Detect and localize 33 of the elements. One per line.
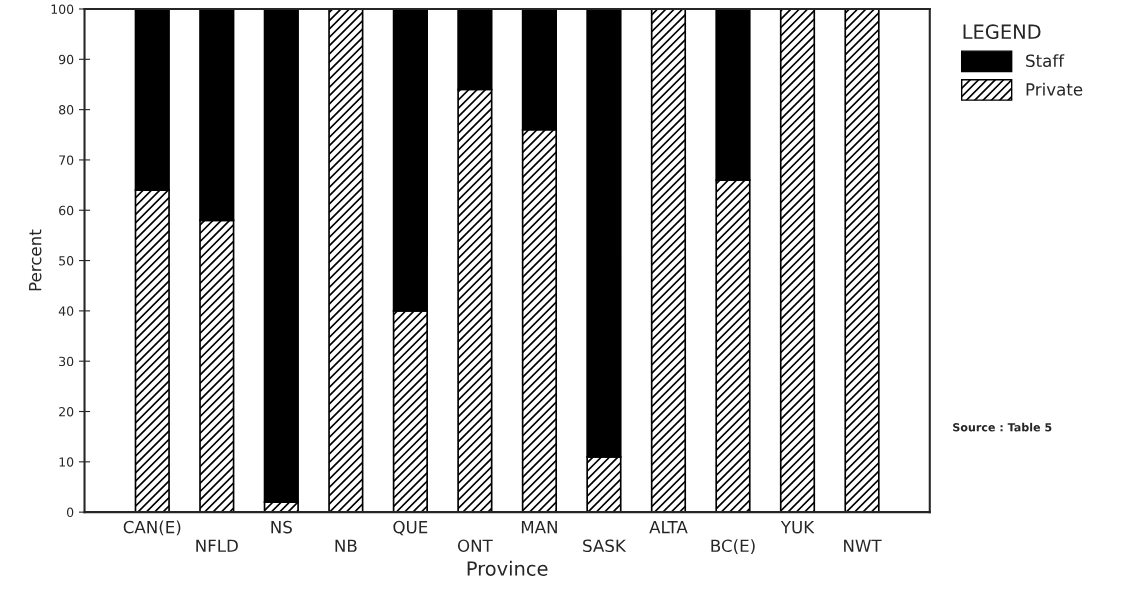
y-tick-label: 90 <box>58 54 74 65</box>
y-tick-label: 40 <box>58 306 74 316</box>
x-tick-label: YUK <box>780 520 815 534</box>
y-tick-label: 0 <box>66 507 74 518</box>
bar <box>650 8 687 513</box>
x-tick-label: SASK <box>583 539 627 553</box>
x-tick-label: MAN <box>521 520 557 534</box>
y-axis-title: Percent <box>29 229 42 291</box>
y-tick-label: 60 <box>59 205 74 216</box>
legend-label: Staff <box>1026 54 1065 68</box>
x-tick-label: NS <box>271 520 292 534</box>
x-tick-label: QUE <box>393 520 428 536</box>
x-tick-label: CAN(E) <box>123 520 181 536</box>
x-tick-label: NWT <box>844 539 882 552</box>
source-note: Source : Table 5 <box>953 422 1052 432</box>
x-tick-label: NFLD <box>196 539 238 552</box>
legend-title: LEGEND <box>963 24 1041 40</box>
bar <box>779 8 816 513</box>
y-tick-label: 10 <box>59 457 74 467</box>
x-tick-label: NB <box>335 539 357 552</box>
y-tick-label: 80 <box>59 105 74 115</box>
legend-label: Private <box>1026 82 1083 96</box>
bar <box>844 8 880 513</box>
x-axis-title: Province <box>467 560 548 576</box>
y-tick-label: 20 <box>59 406 74 417</box>
y-tick-label: 70 <box>59 155 74 165</box>
y-tick-label: 100 <box>51 4 74 14</box>
bar <box>328 8 364 513</box>
y-tick-label: 30 <box>59 356 74 367</box>
y-tick-label: 50 <box>59 256 74 266</box>
x-tick-label: ONT <box>457 539 493 553</box>
x-tick-label: ALTA <box>649 520 688 534</box>
x-tick-label: BC(E) <box>711 539 755 554</box>
